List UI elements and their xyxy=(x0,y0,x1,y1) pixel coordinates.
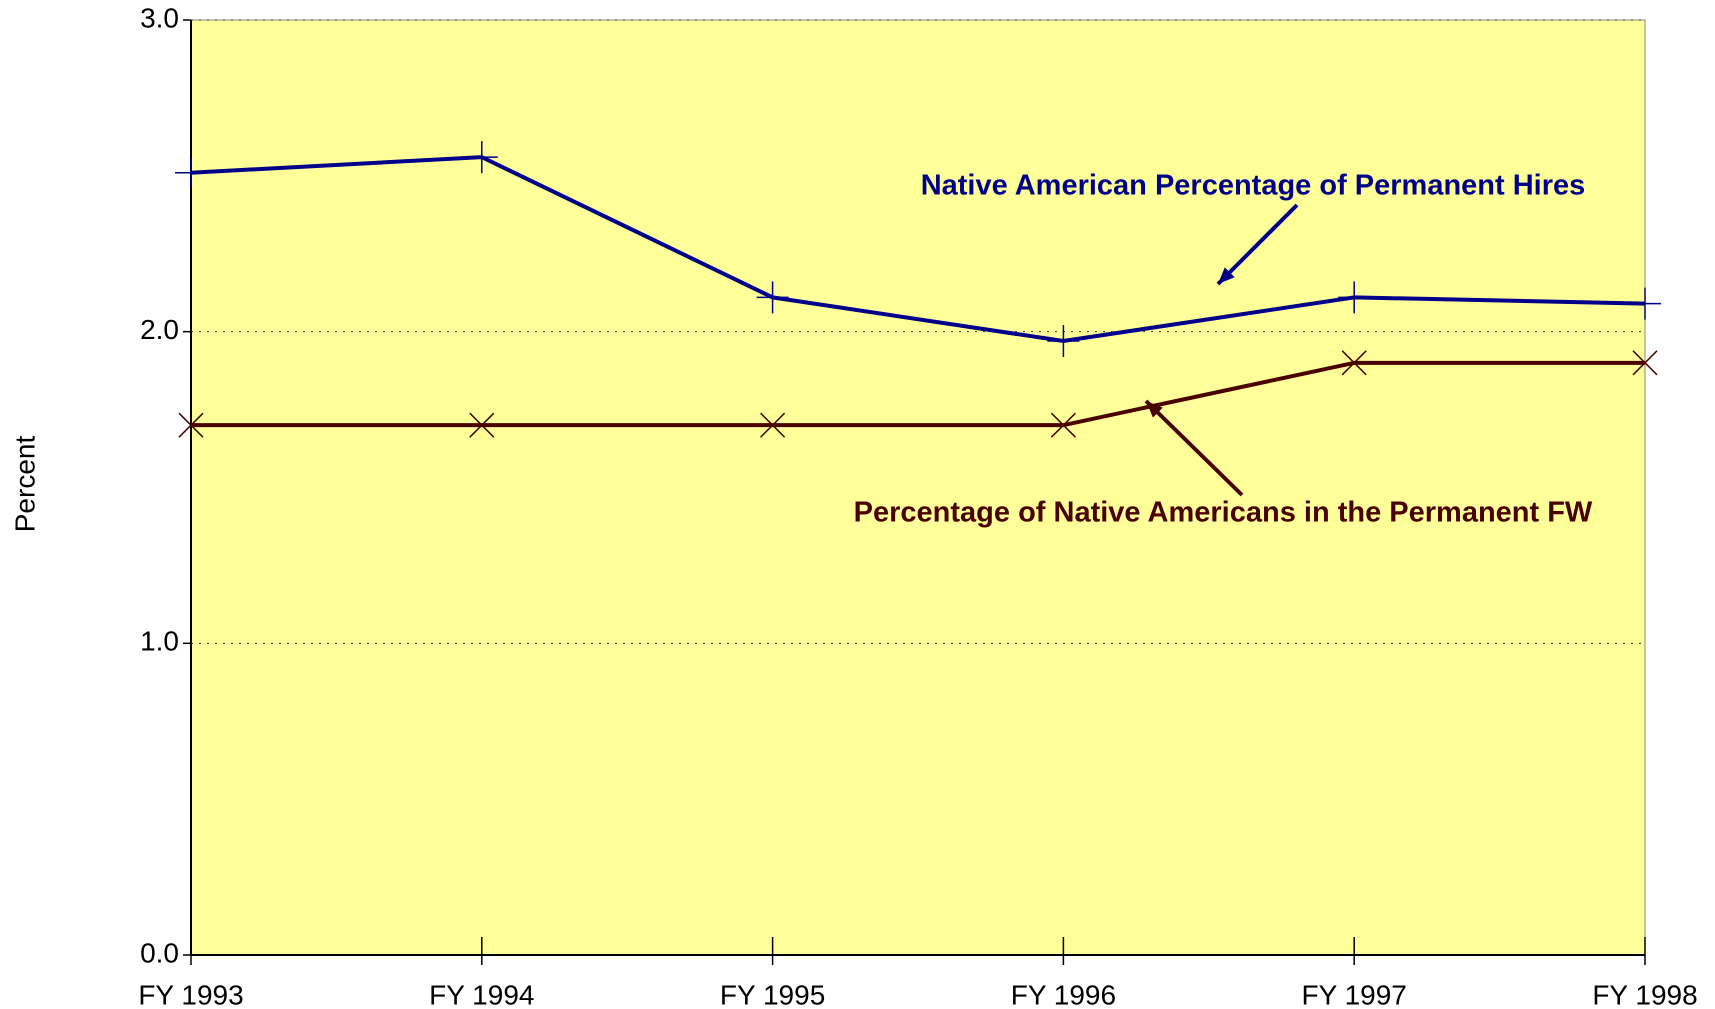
marker xyxy=(760,412,786,438)
series-line xyxy=(190,155,1646,344)
marker xyxy=(1047,325,1080,358)
arrow-head xyxy=(1146,401,1163,418)
x-tick-label: FY 1998 xyxy=(1592,979,1697,1009)
annotation-arrow xyxy=(1216,203,1299,286)
marker xyxy=(1338,281,1371,314)
x-tick-label: FY 1993 xyxy=(138,979,243,1009)
x-tick-label: FY 1997 xyxy=(1302,979,1407,1009)
x-tick-label: FY 1994 xyxy=(429,979,534,1009)
marker xyxy=(756,281,789,314)
plot-area xyxy=(190,19,1646,956)
series-line xyxy=(191,360,1645,428)
y-tick-label: 0.0 xyxy=(140,937,179,968)
annotation-arrow xyxy=(1144,399,1244,497)
marker xyxy=(1632,350,1658,376)
annotation: Native American Percentage of Permanent … xyxy=(921,170,1586,202)
marker xyxy=(1629,287,1661,320)
x-tick-label: FY 1996 xyxy=(1011,979,1116,1009)
y-tick-label: 2.0 xyxy=(140,314,179,345)
y-tick-label: 1.0 xyxy=(140,626,179,657)
marker xyxy=(465,141,498,174)
marker xyxy=(178,412,204,438)
marker xyxy=(1341,350,1367,376)
annotation: Percentage of Native Americans in the Pe… xyxy=(854,497,1593,529)
y-axis-label: Percent xyxy=(9,436,40,533)
marker xyxy=(175,156,207,189)
marker xyxy=(1050,412,1076,438)
x-tick-label: FY 1995 xyxy=(720,979,825,1009)
marker xyxy=(469,412,495,438)
arrow-head xyxy=(1218,267,1235,284)
y-tick-label: 3.0 xyxy=(140,2,179,33)
